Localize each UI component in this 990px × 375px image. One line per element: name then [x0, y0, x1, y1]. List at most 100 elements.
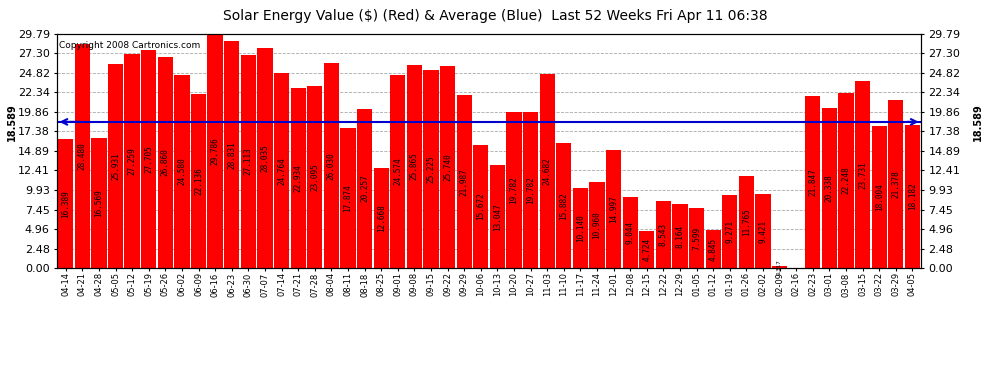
Bar — [722, 195, 738, 268]
Bar — [623, 197, 638, 268]
Bar — [157, 57, 173, 268]
Text: 26.860: 26.860 — [160, 148, 170, 176]
Bar — [257, 48, 272, 268]
Bar — [888, 100, 904, 268]
Bar — [672, 204, 688, 268]
Text: 4.845: 4.845 — [709, 237, 718, 261]
Bar — [208, 34, 223, 268]
Bar — [706, 230, 721, 268]
Text: 19.782: 19.782 — [510, 176, 519, 204]
Bar — [822, 108, 837, 268]
Bar — [772, 266, 787, 268]
Text: 15.882: 15.882 — [559, 192, 568, 219]
Bar — [357, 109, 372, 268]
Bar — [589, 182, 605, 268]
Text: 28.035: 28.035 — [260, 144, 269, 172]
Text: 24.682: 24.682 — [543, 157, 551, 185]
Bar — [540, 74, 554, 268]
Text: 9.421: 9.421 — [758, 219, 767, 243]
Bar — [108, 64, 123, 268]
Bar — [390, 75, 405, 268]
Bar — [905, 125, 920, 268]
Bar — [174, 75, 189, 268]
Text: 22.136: 22.136 — [194, 167, 203, 195]
Text: 21.987: 21.987 — [459, 168, 468, 195]
Bar — [839, 93, 853, 268]
Text: 25.931: 25.931 — [111, 152, 120, 180]
Text: 21.378: 21.378 — [891, 170, 900, 198]
Bar — [74, 44, 90, 268]
Bar — [655, 201, 671, 268]
Text: 10.140: 10.140 — [576, 214, 585, 242]
Text: 7.599: 7.599 — [692, 226, 701, 250]
Text: 25.865: 25.865 — [410, 153, 419, 180]
Bar — [307, 86, 323, 268]
Text: 16.569: 16.569 — [94, 189, 103, 217]
Text: 28.831: 28.831 — [228, 141, 237, 169]
Text: 18.589: 18.589 — [7, 103, 17, 141]
Bar — [556, 143, 571, 268]
Text: 10.960: 10.960 — [592, 211, 602, 239]
Bar — [739, 176, 754, 268]
Bar — [191, 94, 206, 268]
Bar — [142, 50, 156, 268]
Text: 20.338: 20.338 — [825, 174, 834, 202]
Bar — [523, 112, 539, 268]
Text: 24.764: 24.764 — [277, 157, 286, 184]
Bar — [274, 73, 289, 268]
Bar — [373, 168, 389, 268]
Text: 18.004: 18.004 — [875, 183, 884, 211]
Bar — [324, 63, 339, 268]
Text: 21.847: 21.847 — [808, 168, 818, 196]
Bar — [689, 209, 704, 268]
Bar — [573, 188, 588, 268]
Bar — [506, 112, 522, 268]
Text: 22.248: 22.248 — [842, 167, 850, 195]
Text: 24.580: 24.580 — [177, 158, 186, 185]
Text: 25.225: 25.225 — [427, 155, 436, 183]
Bar — [606, 150, 621, 268]
Text: 18.589: 18.589 — [973, 103, 983, 141]
Bar — [407, 64, 422, 268]
Bar — [640, 231, 654, 268]
Text: 22.934: 22.934 — [294, 164, 303, 192]
Text: 8.164: 8.164 — [675, 225, 684, 248]
Text: 29.786: 29.786 — [211, 137, 220, 165]
Text: 8.543: 8.543 — [659, 223, 668, 246]
Bar — [805, 96, 821, 268]
Bar — [490, 165, 505, 268]
Text: 28.480: 28.480 — [78, 142, 87, 170]
Bar — [456, 95, 472, 268]
Bar — [58, 139, 73, 268]
Text: Solar Energy Value ($) (Red) & Average (Blue)  Last 52 Weeks Fri Apr 11 06:38: Solar Energy Value ($) (Red) & Average (… — [223, 9, 767, 23]
Bar — [855, 81, 870, 268]
Text: 13.047: 13.047 — [493, 203, 502, 231]
Bar — [241, 55, 256, 268]
Text: 23.095: 23.095 — [310, 164, 319, 191]
Bar — [440, 66, 455, 268]
Text: 20.257: 20.257 — [360, 175, 369, 202]
Text: 12.668: 12.668 — [376, 204, 386, 232]
Text: 26.030: 26.030 — [327, 152, 336, 180]
Text: 11.765: 11.765 — [742, 208, 750, 236]
Bar — [424, 70, 439, 268]
Bar — [341, 128, 355, 268]
Text: 16.389: 16.389 — [61, 190, 70, 217]
Text: 27.705: 27.705 — [145, 145, 153, 173]
Text: 15.672: 15.672 — [476, 193, 485, 220]
Text: Copyright 2008 Cartronics.com: Copyright 2008 Cartronics.com — [59, 41, 200, 50]
Text: 14.997: 14.997 — [609, 195, 618, 223]
Text: 24.574: 24.574 — [393, 158, 402, 185]
Bar — [91, 138, 107, 268]
Bar — [871, 126, 887, 268]
Text: 23.731: 23.731 — [858, 161, 867, 189]
Text: 17.874: 17.874 — [344, 184, 352, 212]
Bar — [473, 145, 488, 268]
Text: 9.044: 9.044 — [626, 221, 635, 244]
Text: 27.259: 27.259 — [128, 147, 137, 175]
Text: 4.724: 4.724 — [643, 238, 651, 261]
Text: 19.782: 19.782 — [526, 176, 535, 204]
Text: 18.182: 18.182 — [908, 183, 917, 210]
Bar — [125, 54, 140, 268]
Bar — [290, 88, 306, 268]
